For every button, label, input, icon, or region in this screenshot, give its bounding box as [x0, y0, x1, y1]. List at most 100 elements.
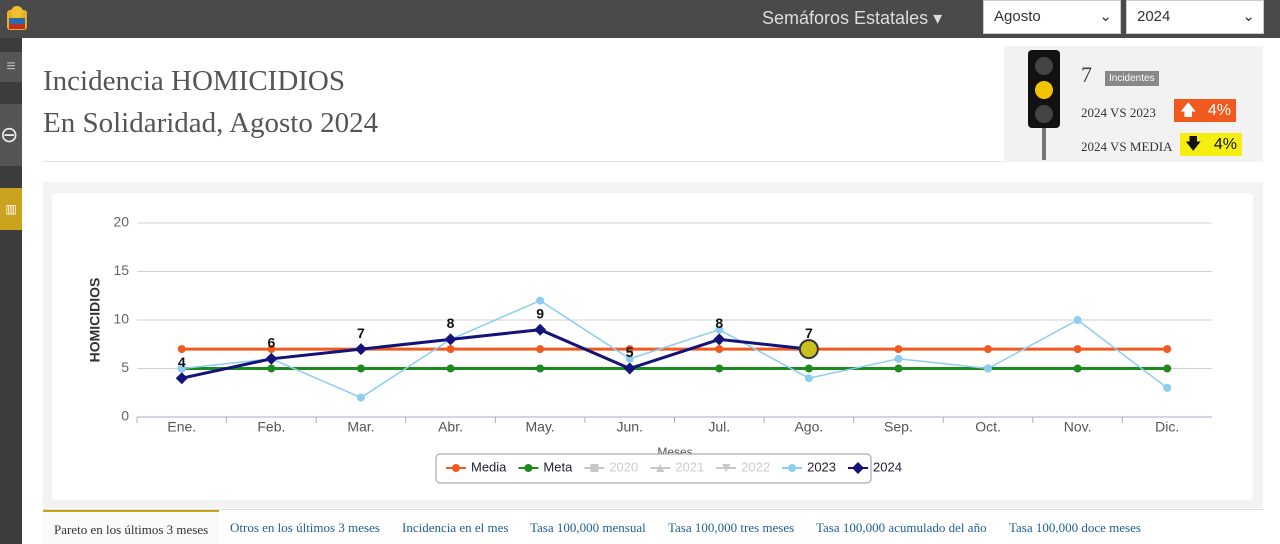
- logo: [7, 6, 27, 30]
- traffic-light: [1028, 50, 1060, 160]
- highlight-point: [798, 339, 819, 360]
- legend-label: Media: [471, 459, 507, 474]
- data-label: 5: [626, 344, 634, 360]
- point: [625, 354, 634, 363]
- x-tick-label: Feb.: [257, 419, 285, 435]
- count: 7: [1081, 62, 1092, 87]
- point: [177, 345, 186, 354]
- legend-label: 2024: [873, 459, 902, 474]
- legend-item[interactable]: 2023: [782, 459, 836, 474]
- chart-box: [52, 193, 1253, 500]
- legend-swatch: [524, 464, 533, 472]
- month-select[interactable]: Agosto ⌄: [983, 0, 1121, 34]
- title-line1: Incidencia HOMICIDIOS: [43, 65, 346, 97]
- year-select[interactable]: 2024 ⌄: [1126, 0, 1264, 34]
- point: [804, 364, 813, 373]
- legend-swatch: [722, 464, 731, 472]
- point: [715, 364, 724, 373]
- legend-swatch: [656, 464, 665, 472]
- compare1-badge: 🡅 4%: [1174, 99, 1236, 122]
- x-tick-label: Jun.: [616, 419, 642, 435]
- compare2-badge: 🡇 4%: [1180, 133, 1242, 156]
- tab[interactable]: Tasa 100,000 tres meses: [668, 520, 795, 535]
- series-line: [181, 299, 1168, 399]
- data-label: 9: [536, 305, 544, 321]
- compare1-label: 2024 VS 2023: [1081, 105, 1156, 120]
- point: [1163, 383, 1172, 392]
- x-tick-label: Sep.: [884, 419, 913, 435]
- point: [1073, 345, 1082, 354]
- y-tick-label: 0: [121, 408, 129, 424]
- data-label: 6: [267, 335, 275, 351]
- point: [446, 345, 455, 354]
- x-tick-label: Abr.: [438, 419, 463, 435]
- x-tick-label: Mar.: [347, 419, 374, 435]
- tab[interactable]: Incidencia en el mes: [402, 520, 509, 535]
- page-title: Incidencia HOMICIDIOS En Solidaridad, Ag…: [43, 60, 378, 144]
- nav-title[interactable]: Semáforos Estatales ▾: [762, 8, 943, 28]
- point: [984, 345, 993, 354]
- point: [177, 364, 186, 373]
- point: [267, 345, 276, 354]
- point: [715, 345, 724, 354]
- x-tick-label: Ago.: [794, 419, 823, 435]
- back-icon[interactable]: ⊖: [0, 104, 22, 166]
- legend-item[interactable]: 2024: [848, 459, 902, 474]
- y-tick-label: 5: [121, 359, 129, 375]
- point: [1163, 364, 1172, 373]
- point: [715, 325, 724, 334]
- month-text[interactable]: Agosto: [994, 8, 1041, 25]
- legend-item[interactable]: 2020: [584, 459, 638, 474]
- y-tick-label: 15: [113, 262, 129, 278]
- year-text[interactable]: 2024: [1137, 8, 1171, 25]
- point: [265, 352, 278, 365]
- y-tick-label: 20: [113, 214, 129, 230]
- data-label: 4: [178, 354, 186, 370]
- legend-swatch: [788, 464, 797, 472]
- data-label: 7: [805, 325, 813, 341]
- point: [804, 374, 813, 383]
- nav-title-text[interactable]: Semáforos Estatales: [762, 8, 929, 28]
- point: [267, 364, 276, 373]
- point: [536, 364, 545, 373]
- point: [534, 323, 547, 336]
- data-label: 8: [715, 315, 723, 331]
- compare2-label: 2024 VS MEDIA: [1081, 139, 1173, 154]
- point: [446, 364, 455, 373]
- tab[interactable]: Pareto en los últimos 3 meses: [43, 510, 220, 544]
- legend: Media Meta 2020 2021 2022 2023 2024: [435, 453, 902, 484]
- legend-item[interactable]: 2022: [716, 459, 770, 474]
- legend-label: 2023: [807, 459, 836, 474]
- tab[interactable]: Otros en los últimos 3 meses: [230, 520, 380, 535]
- point: [984, 364, 993, 373]
- point: [536, 296, 545, 305]
- point: [1073, 316, 1082, 324]
- legend-label: 2022: [741, 459, 770, 474]
- x-tick-label: Oct.: [975, 419, 1001, 435]
- y-axis-label: HOMICIDIOS: [87, 278, 103, 363]
- series-line: [181, 328, 810, 380]
- menu-icon[interactable]: ≡: [0, 52, 22, 82]
- legend-label: Meta: [543, 459, 573, 474]
- legend-item[interactable]: 2021: [650, 459, 704, 474]
- point: [894, 364, 903, 373]
- tab[interactable]: Tasa 100,000 doce meses: [1009, 520, 1141, 535]
- point: [175, 372, 188, 385]
- point: [444, 333, 457, 346]
- chart-icon[interactable]: ▥: [0, 188, 22, 230]
- legend-label: 2020: [609, 459, 638, 474]
- legend-swatch: [452, 464, 460, 472]
- point: [894, 354, 903, 363]
- legend-item[interactable]: Meta: [518, 459, 573, 474]
- legend-item[interactable]: Media: [446, 459, 507, 474]
- tab[interactable]: Tasa 100,000 acumulado del año: [816, 520, 987, 535]
- point: [625, 345, 634, 354]
- tab[interactable]: Tasa 100,000 mensual: [530, 520, 646, 535]
- y-tick-label: 10: [113, 311, 129, 327]
- point: [356, 393, 365, 402]
- data-label: 7: [357, 325, 365, 341]
- point: [536, 345, 545, 354]
- legend-swatch: [852, 462, 865, 474]
